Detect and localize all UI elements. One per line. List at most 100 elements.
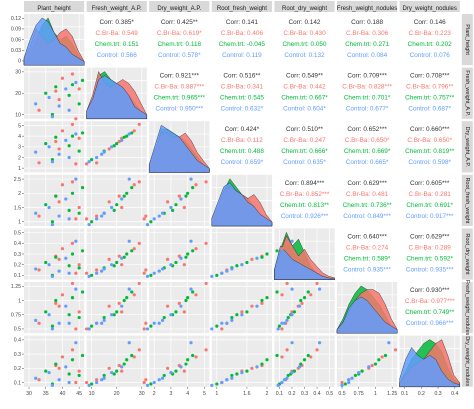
scatter-point xyxy=(194,183,198,187)
column-strip xyxy=(399,1,460,12)
scatter-point xyxy=(149,382,153,386)
x-tick-label: 1 xyxy=(215,391,218,397)
correlation-text: C.Br-Ba: 0.619* xyxy=(157,30,202,37)
scatter-point xyxy=(306,353,310,358)
panel-background xyxy=(337,121,398,173)
panel-3-2 xyxy=(149,174,210,226)
scatter-point xyxy=(373,362,378,366)
x-tick-label: 0.4 xyxy=(451,391,458,397)
panel-background xyxy=(399,174,460,226)
correlation-text: Control: 0.119 xyxy=(222,52,262,59)
scatter-point xyxy=(377,358,381,362)
scatter-point xyxy=(204,348,208,352)
scatter-point xyxy=(95,217,99,221)
scatter-point xyxy=(95,268,99,272)
scatter-point xyxy=(179,365,183,369)
scatter-point xyxy=(179,197,183,201)
y-tick-label: 0.2 xyxy=(14,262,21,268)
column-strip xyxy=(211,1,272,12)
scatter-point xyxy=(245,260,249,265)
scatter-point xyxy=(299,298,303,303)
scatter-point xyxy=(353,373,357,378)
scatter-point xyxy=(280,321,284,325)
scatter-point xyxy=(54,301,58,305)
panel-5-2 xyxy=(149,282,210,334)
panel-2-4 xyxy=(274,121,335,173)
scatter-point xyxy=(240,310,244,314)
y-tick-label: 0.1 xyxy=(14,380,21,386)
scatter-point xyxy=(280,380,284,385)
scatter-point xyxy=(60,247,65,251)
scatter-point xyxy=(165,257,170,261)
scatter-point xyxy=(107,257,111,261)
x-tick-label: 0.3 xyxy=(301,391,308,397)
scatter-point xyxy=(47,95,51,100)
density-curve-control xyxy=(399,347,460,387)
x-tick-label: 20 xyxy=(114,391,120,397)
density-curve-control xyxy=(274,245,335,280)
scatter-point xyxy=(77,149,81,153)
scatter-point xyxy=(145,222,150,227)
scatter-point xyxy=(120,304,124,308)
scatter-point xyxy=(57,321,61,325)
scatter-point xyxy=(74,162,78,166)
scatter-point xyxy=(57,366,61,370)
scatter-point xyxy=(74,327,78,331)
column-strip xyxy=(86,1,147,12)
scatter-point xyxy=(282,378,287,382)
scatter-point xyxy=(299,362,303,366)
scatter-point xyxy=(74,287,78,291)
scatter-point xyxy=(130,249,134,253)
scatter-point xyxy=(186,358,190,362)
scatter-point xyxy=(186,252,190,256)
scatter-point xyxy=(144,214,148,218)
scatter-point xyxy=(182,310,186,314)
scatter-point xyxy=(50,115,55,119)
scatter-point xyxy=(157,378,161,382)
scatter-point xyxy=(70,281,75,286)
scatter-point xyxy=(162,315,166,320)
scatter-point xyxy=(174,310,178,314)
scatter-point xyxy=(120,369,124,373)
scatter-point xyxy=(102,373,106,378)
scatter-point xyxy=(87,274,91,278)
correlation-text: C.Br-Ba: 0.977*** xyxy=(405,298,455,305)
correlation-text: Control: 0.632* xyxy=(221,106,264,113)
panel-2-3 xyxy=(211,121,272,173)
scatter-point xyxy=(117,139,121,144)
scatter-point xyxy=(169,205,173,210)
scatter-point xyxy=(132,129,136,133)
scatter-point xyxy=(112,144,116,148)
correlation-text: C.Br-Ba: 0.406 xyxy=(221,30,264,37)
correlation-text: Chem.trt: 0.271 xyxy=(345,41,389,48)
row-strip-label: Dry_weight_nodules xyxy=(464,336,470,386)
row-strip-label: Dry_weight_A.P. xyxy=(464,127,470,168)
scatter-point xyxy=(277,324,282,328)
x-tick-label: 5 xyxy=(203,391,206,397)
scatter-point xyxy=(54,194,58,198)
scatter-point xyxy=(70,134,75,138)
scatter-point xyxy=(70,180,75,184)
correlation-text: Corr: 0.516** xyxy=(223,73,260,80)
x-tick-label: 30 xyxy=(26,391,32,397)
column-strip-label: Dry_weight_A.P. xyxy=(157,6,201,12)
scatter-point xyxy=(315,281,319,286)
y-tick-label: 0.2 xyxy=(14,366,21,372)
x-tick-label: 40 xyxy=(60,391,66,397)
correlation-text: Control: 0.598* xyxy=(408,159,451,166)
y-tick-label: 20 xyxy=(15,91,21,97)
panel-0-6 xyxy=(399,14,460,66)
scatter-point xyxy=(174,369,178,373)
y-tick-label: 0.06 xyxy=(11,37,21,43)
scatter-point xyxy=(115,260,119,265)
scatter-point xyxy=(204,180,208,184)
correlation-text: Chem.trt: -0.045 xyxy=(219,41,266,48)
panel-1-6 xyxy=(399,67,460,119)
scatter-point xyxy=(225,269,229,273)
correlation-text: Chem.trt: 0.757** xyxy=(405,95,455,102)
correlation-text: Chem.trt: 0.151 xyxy=(95,41,139,48)
scatter-point xyxy=(100,152,104,156)
scatter-point xyxy=(145,327,150,331)
scatter-point xyxy=(174,260,178,265)
panel-0-2 xyxy=(149,14,210,66)
